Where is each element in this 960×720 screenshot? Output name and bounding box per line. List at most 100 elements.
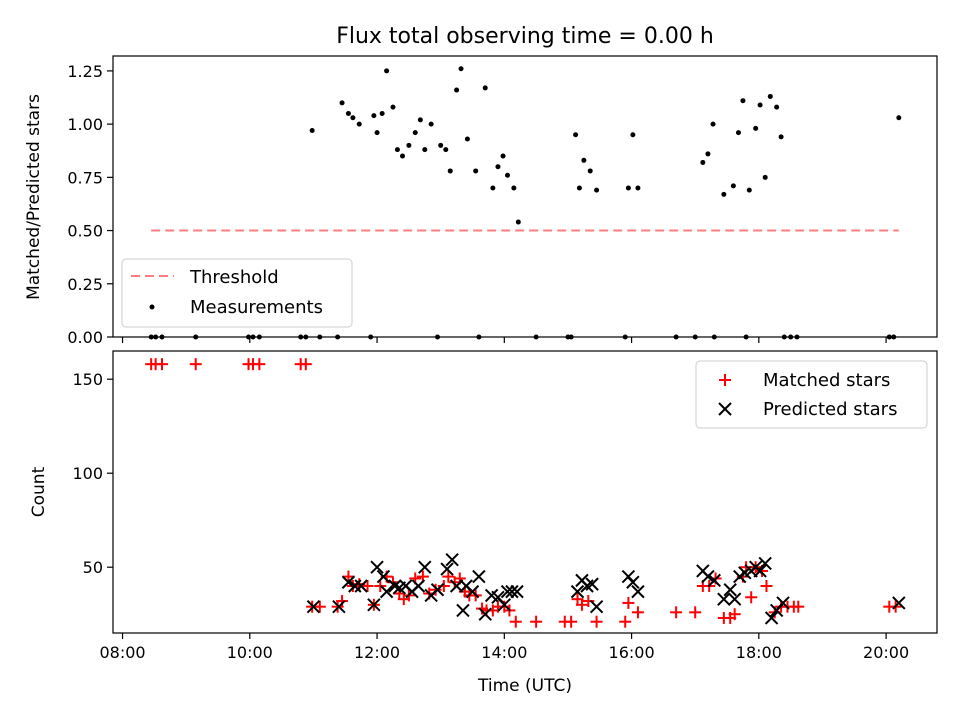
measurement-point [384, 68, 390, 74]
measurement-point [356, 121, 362, 127]
matched-point [728, 608, 741, 621]
bottom-y-tick-label: 150 [72, 370, 103, 389]
measurement-point [896, 115, 902, 121]
measurement-point [721, 191, 727, 197]
matched-point [575, 598, 588, 611]
measurement-point [576, 185, 582, 191]
matched-point [745, 591, 758, 604]
measurement-point [379, 110, 385, 116]
matched-point [374, 580, 387, 592]
matched-point [631, 606, 644, 619]
predicted-point [510, 584, 524, 599]
matched-point [622, 596, 635, 609]
bottom-y-axis: 50 100 150 [72, 370, 113, 577]
matched-point [619, 615, 632, 628]
top-y-tick-label: 0.25 [67, 275, 103, 294]
measurement-point [587, 168, 593, 174]
measurement-point [435, 334, 441, 340]
bottom-y-axis-label: Count [29, 466, 49, 517]
matched-point [509, 615, 522, 628]
matched-point [299, 358, 312, 371]
matched-point [530, 615, 543, 628]
predicted-point [776, 596, 790, 610]
measurement-point [635, 185, 641, 191]
measurement-point [515, 219, 521, 225]
measurement-point [473, 168, 479, 174]
top-y-tick-label: 1.25 [67, 62, 103, 81]
measurement-point [500, 153, 506, 159]
measurement-point [495, 164, 501, 170]
bottom-y-tick-label: 100 [72, 464, 103, 483]
measurement-point [788, 334, 794, 340]
predicted-point [370, 560, 384, 574]
matched-point [189, 358, 202, 371]
matched-point [313, 600, 326, 613]
bottom-y-tick-label: 50 [83, 558, 103, 577]
x-tick-label: 16:00 [609, 643, 655, 662]
matched-point [792, 600, 805, 613]
top-y-axis: 0.00 0.25 0.50 0.75 1.00 1.25 [67, 62, 113, 347]
predicted-point [764, 611, 779, 625]
predicted-point [758, 556, 772, 571]
top-y-tick-label: 0.50 [67, 222, 103, 241]
measurement-point [730, 183, 736, 189]
measurement-point [412, 130, 418, 136]
x-tick-label: 20:00 [863, 643, 909, 662]
measurement-point [781, 334, 787, 340]
predicted-point [472, 569, 486, 584]
measurement-point [246, 334, 252, 340]
measurement-point [317, 334, 323, 340]
predicted-point [332, 599, 346, 614]
top-y-tick-label: 0.00 [67, 328, 103, 347]
predicted-point [348, 579, 362, 593]
top-x-axis [121, 337, 887, 343]
measurement-point [303, 334, 309, 340]
predicted-point [626, 575, 640, 589]
measurement-point [476, 334, 482, 340]
legend-predicted-label: Predicted stars [763, 399, 897, 420]
x-tick-label: 08:00 [99, 643, 145, 662]
predicted-points [306, 552, 906, 625]
measurement-point [740, 98, 746, 104]
predicted-point [376, 569, 391, 584]
predicted-point [717, 592, 731, 606]
bottom-legend-box [695, 360, 928, 429]
predicted-point [497, 598, 512, 612]
bottom-legend: Matched stars Predicted stars [695, 360, 928, 429]
measurement-point [511, 185, 517, 191]
predicted-point [456, 603, 470, 618]
predicted-point [354, 579, 368, 593]
measurement-point [692, 334, 698, 340]
measurement-point [746, 187, 752, 193]
x-tick-label: 14:00 [481, 643, 527, 662]
matched-point [565, 615, 578, 628]
matched-point [253, 358, 266, 371]
predicted-point [723, 583, 737, 597]
measurement-point [573, 132, 579, 138]
measurement-point [428, 121, 434, 127]
measurement-point [594, 187, 600, 193]
measurement-points [148, 66, 902, 340]
measurement-point [339, 100, 345, 106]
predicted-point [500, 584, 515, 599]
measurement-point [757, 102, 763, 108]
predicted-point [505, 584, 519, 599]
predicted-point [585, 577, 599, 591]
predicted-point [589, 599, 604, 614]
measurement-point [256, 334, 262, 340]
legend-matched-label: Matched stars [763, 370, 890, 391]
top-y-axis-label: Matched/Predicted stars [24, 94, 44, 300]
measurement-point [368, 334, 374, 340]
legend-measurements-label: Measurements [190, 297, 323, 318]
measurement-point [505, 172, 511, 178]
predicted-point [445, 552, 459, 567]
measurement-point [568, 334, 574, 340]
predicted-point [631, 584, 645, 599]
measurement-point [711, 334, 717, 340]
x-tick-label: 10:00 [227, 643, 273, 662]
measurement-point [159, 334, 165, 340]
matched-point [361, 580, 374, 592]
predicted-point [465, 584, 480, 599]
measurement-point [447, 168, 453, 174]
